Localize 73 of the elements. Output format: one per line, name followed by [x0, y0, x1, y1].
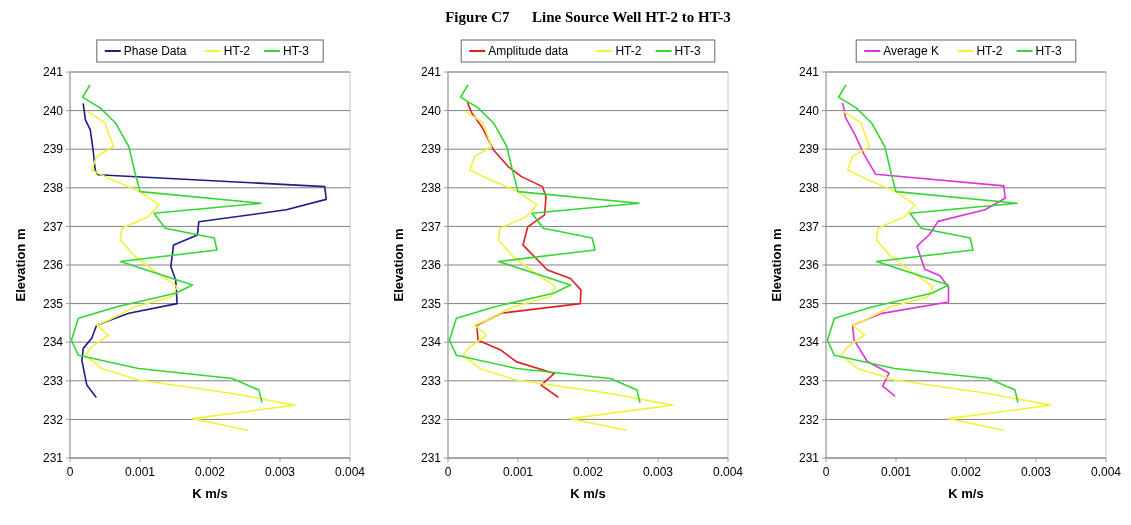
y-tick-label: 237: [42, 219, 64, 234]
x-tick-label: 0.002: [572, 465, 604, 479]
line-series: [840, 110, 1052, 432]
y-axis-title: Elevation m: [391, 228, 406, 302]
y-axis-title: Elevation m: [13, 228, 28, 302]
y-tick-label: 235: [420, 296, 442, 311]
y-tick-label: 235: [798, 296, 820, 311]
legend-label: HT-2: [615, 44, 642, 59]
y-tick-label: 235: [42, 296, 64, 311]
x-tick-label: 0.002: [950, 465, 982, 479]
x-tick-label: 0.001: [880, 465, 912, 479]
legend-label: HT-3: [1035, 44, 1062, 59]
line-series: [84, 110, 296, 432]
x-tick-label: 0.001: [502, 465, 534, 479]
x-axis-title: K m/s: [948, 486, 984, 501]
y-tick-label: 238: [798, 181, 820, 195]
x-tick-label: 0: [444, 465, 452, 479]
y-tick-label: 236: [42, 258, 64, 273]
x-tick-label: 0.003: [1020, 465, 1052, 479]
y-tick-label: 236: [420, 258, 442, 273]
y-tick-label: 241: [42, 65, 64, 80]
y-tick-label: 238: [420, 181, 442, 195]
x-tick-label: 0: [66, 465, 74, 479]
y-tick-label: 240: [42, 103, 64, 118]
chart-title: Figure C7 Line Source Well HT-2 to HT-3: [445, 9, 731, 25]
y-tick-label: 231: [420, 451, 442, 466]
x-axis-title: K m/s: [192, 486, 228, 501]
x-tick-label: 0.001: [124, 465, 156, 479]
line-series: [70, 84, 263, 403]
y-tick-label: 233: [798, 374, 820, 388]
line-series: [826, 84, 1019, 403]
y-tick-label: 233: [420, 374, 442, 388]
legend-label: HT-3: [674, 44, 701, 59]
y-tick-label: 232: [42, 412, 64, 427]
x-tick-label: 0.004: [712, 465, 744, 479]
y-tick-label: 232: [420, 412, 442, 427]
legend-label: HT-2: [223, 44, 251, 59]
legend-label: HT-2: [976, 44, 1003, 59]
legend-label: HT-3: [283, 44, 310, 59]
y-tick-label: 237: [420, 219, 442, 234]
line-series: [462, 110, 674, 432]
line-series: [842, 102, 1006, 397]
x-tick-label: 0.004: [1090, 465, 1122, 479]
y-tick-label: 232: [798, 412, 820, 427]
y-tick-label: 241: [798, 65, 820, 80]
y-tick-label: 234: [42, 335, 64, 350]
y-tick-label: 233: [42, 374, 64, 388]
line-series: [81, 103, 327, 398]
legend-label: Average K: [883, 44, 940, 59]
y-tick-label: 234: [798, 335, 820, 350]
x-axis-title: K m/s: [570, 486, 606, 501]
y-tick-label: 236: [798, 258, 820, 273]
y-tick-label: 231: [798, 451, 820, 466]
y-tick-label: 239: [42, 142, 64, 157]
y-tick-label: 237: [798, 219, 820, 234]
legend-label: Phase Data: [123, 44, 187, 59]
y-tick-label: 231: [42, 451, 64, 466]
y-axis-title: Elevation m: [769, 228, 784, 302]
y-tick-label: 240: [798, 103, 820, 118]
line-series: [448, 84, 641, 403]
y-tick-label: 234: [420, 335, 442, 350]
y-tick-label: 240: [420, 103, 442, 118]
x-tick-label: 0.003: [264, 465, 296, 479]
x-tick-label: 0.003: [642, 465, 674, 479]
y-tick-label: 239: [420, 142, 442, 157]
x-tick-label: 0.002: [194, 465, 226, 479]
line-series: [466, 102, 582, 398]
y-tick-label: 239: [798, 142, 820, 157]
x-tick-label: 0: [822, 465, 830, 479]
y-tick-label: 241: [420, 65, 442, 80]
y-tick-label: 238: [42, 181, 64, 195]
x-tick-label: 0.004: [334, 465, 366, 479]
legend-label: Amplitude data: [488, 44, 569, 59]
